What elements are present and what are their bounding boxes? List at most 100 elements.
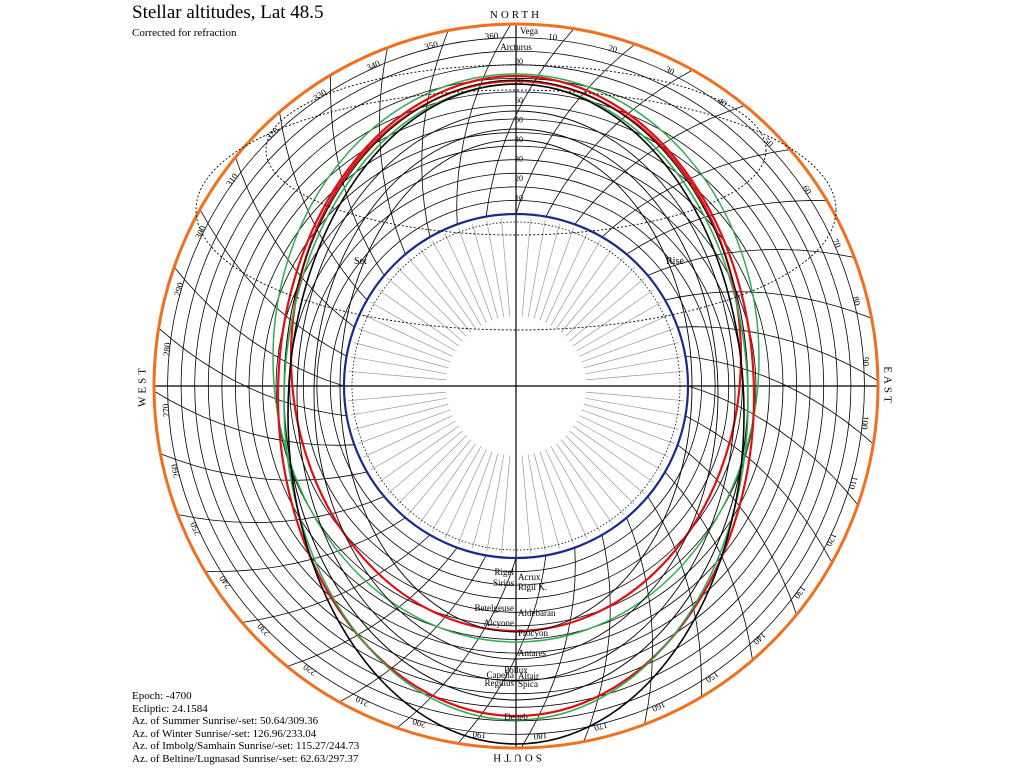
azimuth-line bbox=[515, 43, 636, 215]
star-label: Sirius bbox=[493, 578, 515, 588]
info-imbolg-sunrise: Az. of Imbolg/Samhain Sunrise/-set: 115.… bbox=[132, 740, 360, 753]
azimuth-label: 120 bbox=[824, 532, 839, 549]
page-title: Stellar altitudes, Lat 48.5 bbox=[132, 2, 324, 23]
radial-spoke bbox=[378, 289, 459, 347]
radial-spoke bbox=[573, 289, 654, 347]
radial-spoke bbox=[527, 454, 546, 552]
altitude-label: 30 bbox=[515, 155, 523, 164]
star-path bbox=[276, 74, 756, 718]
altitude-label: 70 bbox=[515, 77, 523, 86]
azimuth-label: 100 bbox=[859, 415, 870, 430]
azimuth-label: 200 bbox=[411, 716, 427, 729]
star-label: Vega bbox=[520, 26, 538, 36]
radial-spoke bbox=[550, 446, 601, 532]
inner-horizon-circle bbox=[342, 212, 690, 560]
radial-spoke bbox=[569, 430, 645, 495]
azimuth-label: 360 bbox=[484, 30, 499, 41]
azimuth-line bbox=[339, 555, 487, 703]
star-label: Acrux bbox=[518, 572, 541, 582]
radial-spoke bbox=[533, 223, 560, 319]
azimuth-label: 90 bbox=[861, 357, 872, 367]
azimuth-line bbox=[685, 355, 874, 445]
azimuth-line bbox=[626, 200, 827, 255]
info-block: Epoch: -4700 Ecliptic: 24.1584 Az. of Su… bbox=[132, 690, 359, 766]
azimuth-label: 150 bbox=[703, 669, 720, 685]
star-label: Deneb bbox=[504, 712, 528, 722]
azimuth-label: 240 bbox=[217, 573, 233, 590]
azimuth-label: 190 bbox=[472, 729, 487, 740]
direction-east: EAST bbox=[881, 366, 893, 406]
radial-spoke bbox=[539, 451, 574, 545]
radial-spoke bbox=[521, 218, 531, 317]
altitude-label: 10 bbox=[515, 194, 523, 203]
azimuth-line bbox=[647, 249, 855, 276]
radial-spoke bbox=[555, 443, 613, 524]
azimuth-line bbox=[457, 555, 547, 744]
star-label: Altair bbox=[518, 671, 539, 681]
direction-north: NORTH bbox=[490, 9, 542, 21]
star-path bbox=[272, 73, 760, 643]
azimuth-label: 290 bbox=[172, 281, 185, 297]
star-label: Regulus bbox=[484, 678, 514, 688]
azimuth-label: 340 bbox=[365, 58, 382, 73]
radial-spoke bbox=[501, 455, 511, 554]
radial-spoke bbox=[579, 314, 669, 357]
azimuth-label: 70 bbox=[830, 237, 843, 250]
radial-spoke bbox=[550, 240, 601, 326]
azimuth-line bbox=[287, 547, 458, 667]
radial-spoke bbox=[370, 301, 456, 352]
azimuth-line bbox=[158, 327, 347, 417]
radial-spoke bbox=[396, 266, 467, 337]
dotted-inner-circle bbox=[351, 221, 681, 551]
radial-spoke bbox=[378, 425, 459, 483]
radial-spoke bbox=[581, 328, 675, 363]
azimuth-line bbox=[177, 496, 385, 523]
radial-spoke bbox=[419, 248, 477, 329]
azimuth-line bbox=[685, 415, 833, 563]
star-label: Alcyone bbox=[484, 618, 515, 628]
azimuth-line bbox=[583, 534, 611, 742]
horizon-circle bbox=[152, 22, 880, 750]
azimuth-label: 130 bbox=[792, 584, 808, 601]
radial-spoke bbox=[353, 403, 449, 430]
radial-spoke bbox=[555, 248, 613, 329]
azimuth-label: 10 bbox=[548, 32, 558, 43]
azimuth-label: 160 bbox=[650, 699, 667, 714]
radial-spoke bbox=[350, 397, 448, 416]
azimuth-line bbox=[456, 23, 512, 225]
radial-spoke bbox=[348, 391, 447, 401]
azimuth-label: 250 bbox=[188, 520, 203, 537]
azimuth-line bbox=[677, 444, 797, 615]
radial-spoke bbox=[565, 266, 636, 337]
radial-spoke bbox=[431, 240, 482, 326]
info-summer-sunrise: Az. of Summer Sunrise/-set: 50.64/309.36 bbox=[132, 715, 319, 728]
info-beltine-sunrise: Az. of Beltine/Lugnasad Sunrise/-set: 62… bbox=[132, 752, 359, 765]
radial-spoke bbox=[533, 453, 560, 549]
azimuth-line bbox=[677, 326, 879, 382]
set-marker: Set bbox=[354, 256, 367, 267]
star-label: Spica bbox=[518, 679, 538, 689]
azimuth-label: 330 bbox=[311, 87, 328, 103]
azimuth-label: 300 bbox=[193, 223, 208, 240]
azimuth-line bbox=[647, 496, 702, 697]
radial-spoke bbox=[501, 218, 511, 317]
radial-spoke bbox=[407, 439, 472, 515]
radial-spoke bbox=[444, 449, 487, 539]
info-epoch: Epoch: -4700 bbox=[132, 690, 192, 702]
radial-spoke bbox=[560, 439, 625, 515]
radial-spoke bbox=[521, 455, 531, 554]
radial-spoke bbox=[527, 220, 546, 318]
azimuth-label: 60 bbox=[800, 183, 814, 196]
rise-marker: Rise bbox=[666, 256, 684, 267]
radial-spoke bbox=[576, 301, 662, 352]
star-label: Capella bbox=[487, 670, 515, 680]
altitude-label: 40 bbox=[515, 135, 523, 144]
azimuth-label: 320 bbox=[264, 125, 281, 142]
radial-spoke bbox=[357, 409, 451, 444]
radial-spoke bbox=[569, 277, 645, 342]
radial-spoke bbox=[486, 454, 505, 552]
azimuth-line bbox=[545, 69, 693, 217]
radial-spoke bbox=[585, 391, 684, 401]
direction-south: SOUTH bbox=[490, 751, 542, 763]
radial-spoke bbox=[348, 371, 447, 381]
